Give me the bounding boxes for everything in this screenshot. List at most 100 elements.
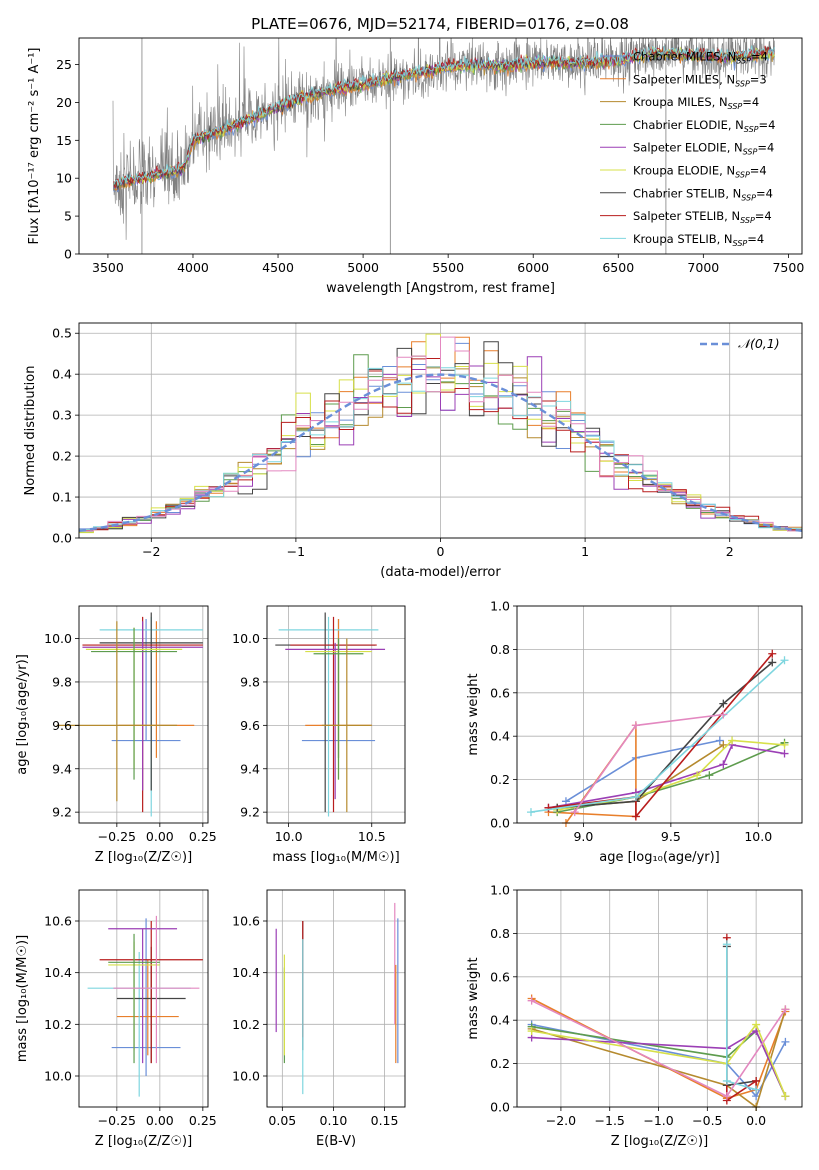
normal-reference-curve bbox=[78, 373, 803, 532]
weight-point-marker bbox=[693, 771, 702, 780]
weight-point-marker bbox=[527, 1027, 536, 1036]
x-tick-label: 7500 bbox=[772, 260, 804, 275]
weight-point-marker bbox=[719, 760, 728, 769]
y-tick-label: 10.0 bbox=[232, 631, 260, 646]
y-tick-label: 10.4 bbox=[44, 965, 72, 980]
x-axis-label: Z [log₁₀(Z/Z☉)] bbox=[95, 1134, 192, 1149]
y-tick-label: 9.6 bbox=[240, 718, 260, 733]
y-tick-label: 0.2 bbox=[490, 772, 510, 787]
axes-frame bbox=[266, 889, 406, 1108]
weight-point-marker bbox=[719, 740, 728, 749]
weight-series-line bbox=[531, 1023, 787, 1098]
x-tick-label: 5500 bbox=[432, 260, 464, 275]
axes-frame bbox=[78, 322, 803, 539]
plot-area bbox=[527, 933, 790, 1111]
residual-histogram-panel: −2 −1 0 1 2 0.0 0.1 0.2 0.3 0.4 0.5 (data-model)/er… bbox=[23, 322, 803, 580]
weight-point-marker bbox=[752, 1020, 761, 1029]
y-tick-label: 0.3 bbox=[52, 408, 72, 423]
y-tick-label: 0.0 bbox=[490, 1100, 510, 1115]
x-tick-label: 3500 bbox=[92, 260, 124, 275]
grid bbox=[79, 606, 208, 823]
x-tick-label: 2 bbox=[726, 544, 734, 559]
weight-point-marker bbox=[780, 656, 789, 665]
mass-weight-vs-age-panel: 9.0 9.5 10.0 0.0 0.2 0.4 0.6 0.8 1.0 age [log₁₀(a… bbox=[466, 599, 803, 865]
legend-entry: 𝒩(0,1) bbox=[738, 336, 780, 351]
x-tick-label: −0.25 bbox=[98, 1113, 136, 1128]
x-tick-label: 6500 bbox=[602, 260, 634, 275]
weight-point-marker bbox=[719, 699, 728, 708]
x-tick-label: −1 bbox=[287, 544, 305, 559]
x-tick-label: 0.0 bbox=[746, 1113, 766, 1128]
y-tick-label: 1.0 bbox=[490, 599, 510, 614]
mass-vs-metallicity-panel: −0.25 0.00 0.25 10.0 10.2 10.4 10.6 Z [log₁₀(Z/… bbox=[15, 889, 217, 1149]
y-axis-label: mass weight bbox=[466, 673, 481, 755]
y-tick-label: 10.0 bbox=[44, 631, 72, 646]
weight-point-marker bbox=[631, 792, 640, 801]
x-tick-label: 4000 bbox=[177, 260, 209, 275]
mass-weight-vs-metallicity-panel: −2.0 −1.5 −1.0 −0.5 0.0 0.0 0.2 0.4 0.6 0.8 1.0 Z [… bbox=[466, 883, 803, 1149]
x-tick-label: 0.00 bbox=[146, 1113, 174, 1128]
grid bbox=[267, 890, 405, 1107]
y-tick-label: 0.0 bbox=[490, 816, 510, 831]
x-tick-label: 4500 bbox=[262, 260, 294, 275]
y-tick-label: 10.2 bbox=[232, 1017, 260, 1032]
weight-series-line bbox=[726, 946, 757, 1087]
y-tick-label: 0.6 bbox=[490, 685, 510, 700]
y-tick-label: 10 bbox=[56, 171, 72, 186]
axes: 3500 4000 4500 5000 5500 6000 6500 7000 7500 0 5 10… bbox=[27, 37, 804, 296]
x-tick-label: 0.25 bbox=[189, 1113, 217, 1128]
y-axis-label: age [log₁₀(age/yr)] bbox=[15, 654, 30, 775]
weight-series-line bbox=[531, 1009, 787, 1109]
y-tick-label: 10.2 bbox=[44, 1017, 72, 1032]
x-axis-label: wavelength [Angstrom, rest frame] bbox=[326, 281, 555, 296]
plot-area bbox=[56, 612, 203, 817]
weight-point-marker bbox=[781, 1092, 790, 1101]
axes-frame bbox=[516, 605, 803, 824]
weight-series-line bbox=[726, 937, 757, 1102]
spectrum-panel: 3500 4000 4500 5000 5500 6000 6500 7000 7500 0 5 10… bbox=[27, 37, 804, 296]
x-tick-label: 9.5 bbox=[661, 829, 681, 844]
weight-point-marker bbox=[781, 1005, 790, 1014]
weight-point-marker bbox=[631, 812, 640, 821]
y-tick-label: 20 bbox=[56, 95, 72, 110]
y-tick-label: 0.6 bbox=[490, 969, 510, 984]
legend-entry: Chabrier STELIB, NSSP=4 bbox=[633, 186, 773, 202]
weight-point-marker bbox=[780, 749, 789, 758]
y-tick-label: 9.6 bbox=[52, 718, 72, 733]
y-tick-label: 0.4 bbox=[52, 367, 72, 382]
legend-entry: Salpeter STELIB, NSSP=4 bbox=[633, 209, 772, 225]
x-tick-label: −2.0 bbox=[546, 1113, 576, 1128]
y-tick-label: 0.8 bbox=[490, 926, 510, 941]
weight-point-marker bbox=[768, 649, 777, 658]
y-axis-label: Normed distribution bbox=[23, 366, 38, 496]
axes-frame bbox=[78, 605, 209, 824]
model-fit-salpeter-stelib bbox=[113, 45, 775, 189]
x-tick-label: 0.25 bbox=[189, 829, 217, 844]
axes-frame bbox=[78, 889, 209, 1108]
y-tick-label: 0.4 bbox=[490, 729, 510, 744]
x-tick-label: 0.15 bbox=[371, 1113, 399, 1128]
legend-entry: Salpeter ELODIE, NSSP=4 bbox=[633, 141, 774, 157]
plot-area bbox=[112, 38, 775, 254]
x-tick-label: 7000 bbox=[687, 260, 719, 275]
grid bbox=[517, 889, 802, 1108]
x-axis-label: E(B-V) bbox=[316, 1134, 356, 1149]
x-axis-label: (data-model)/error bbox=[380, 565, 501, 580]
grid bbox=[267, 606, 405, 823]
weight-point-marker bbox=[768, 658, 777, 667]
y-tick-label: 10.6 bbox=[44, 914, 72, 929]
y-tick-label: 9.2 bbox=[240, 805, 260, 820]
plot-area bbox=[78, 333, 803, 534]
weight-point-marker bbox=[752, 1085, 761, 1094]
x-tick-label: −1.5 bbox=[595, 1113, 625, 1128]
x-tick-label: 0 bbox=[437, 544, 445, 559]
x-tick-label: −0.5 bbox=[692, 1113, 722, 1128]
y-tick-label: 25 bbox=[56, 57, 72, 72]
legend: 𝒩(0,1) bbox=[700, 336, 780, 351]
age-vs-mass-panel: 10.0 10.5 9.2 9.4 9.6 9.8 10.0 mass [log₁₀(M/M☉… bbox=[232, 605, 406, 865]
y-tick-label: 10.6 bbox=[232, 914, 260, 929]
weight-series-line bbox=[531, 1022, 787, 1097]
weight-point-marker bbox=[526, 808, 535, 817]
y-tick-label: 0.4 bbox=[490, 1013, 510, 1028]
